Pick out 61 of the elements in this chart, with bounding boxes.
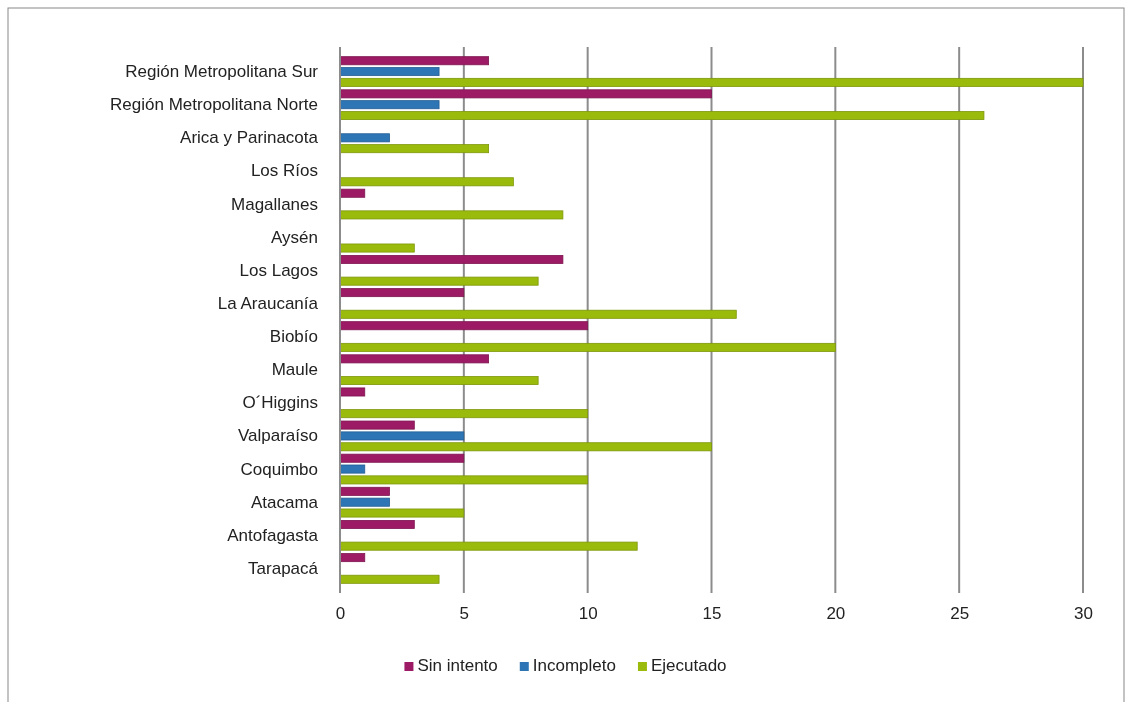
- bar: [339, 144, 489, 154]
- y-tick-label: Los Ríos: [250, 161, 318, 181]
- bar: [339, 453, 465, 463]
- bar: [339, 243, 415, 253]
- x-tick-label: 15: [702, 604, 722, 624]
- bar: [339, 100, 440, 110]
- legend-label: Incompleto: [532, 656, 616, 675]
- bar: [339, 133, 390, 143]
- x-tick-label: 20: [826, 604, 846, 624]
- bar: [339, 321, 589, 331]
- y-tick-label: Biobío: [269, 327, 318, 346]
- bar: [339, 188, 366, 198]
- bar: [339, 376, 539, 385]
- x-tick-label: 0: [335, 604, 346, 624]
- bar: [339, 255, 564, 264]
- bar: [339, 475, 589, 485]
- bar: [339, 177, 514, 187]
- y-tick-label: Atacama: [250, 492, 319, 512]
- y-tick-label: Antofagasta: [227, 525, 319, 545]
- y-tick-label: Aysén: [271, 227, 318, 247]
- bar: [339, 89, 712, 99]
- y-tick-label: Arica y Parinacota: [180, 128, 319, 148]
- y-tick-label: Magallanes: [231, 194, 318, 214]
- bar: [339, 541, 638, 551]
- y-tick-label: Región Metropolitana Sur: [125, 62, 319, 81]
- y-tick-label: O´Higgins: [242, 393, 318, 413]
- bar: [339, 210, 564, 220]
- bar: [339, 497, 390, 507]
- y-tick-label: Tarapacá: [248, 558, 319, 578]
- bar: [339, 354, 489, 364]
- x-tick-label: 5: [459, 604, 470, 624]
- bar: [339, 342, 836, 352]
- bar: [339, 431, 465, 441]
- legend-label: Sin intento: [417, 656, 498, 675]
- y-tick-label: Maule: [271, 360, 318, 380]
- bar: [339, 508, 465, 518]
- x-tick-label: 30: [1074, 604, 1093, 624]
- bar: [339, 520, 415, 529]
- bar: [339, 464, 366, 474]
- y-tick-label: Valparaíso: [237, 426, 318, 446]
- bar: [339, 442, 712, 452]
- bar: [339, 486, 390, 496]
- bar: [339, 67, 440, 77]
- bar: [339, 409, 589, 419]
- bar: [339, 111, 985, 120]
- x-tick-label: 25: [950, 604, 970, 624]
- x-tick-label: 10: [578, 604, 598, 624]
- bar: [339, 387, 366, 397]
- bar: [339, 309, 737, 319]
- y-tick-label: La Araucanía: [217, 293, 319, 313]
- bar: [339, 420, 415, 430]
- y-tick-label: Coquimbo: [240, 459, 318, 479]
- bar: [339, 288, 465, 298]
- y-tick-label: Los Lagos: [239, 260, 318, 280]
- bar: [339, 574, 440, 584]
- bar: [339, 77, 1084, 87]
- y-tick-label: Región Metropolitana Norte: [110, 95, 318, 115]
- bar: [339, 276, 539, 286]
- bar: [339, 553, 366, 563]
- legend-label: Ejecutado: [650, 656, 727, 675]
- bar: [339, 56, 489, 66]
